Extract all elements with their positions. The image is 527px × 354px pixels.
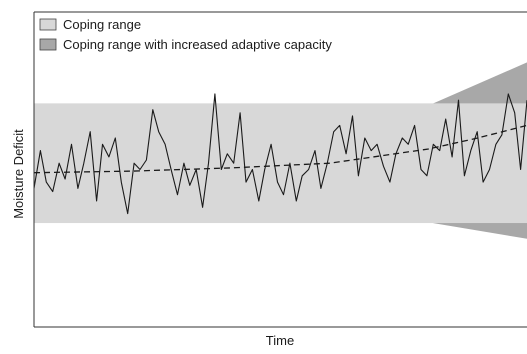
legend: Coping range Coping range with increased… (39, 17, 332, 52)
legend-swatch-increased-capacity (39, 38, 57, 51)
legend-swatch-coping-range (39, 18, 57, 31)
legend-label-increased-capacity: Coping range with increased adaptive cap… (63, 37, 332, 52)
moisture-deficit-line (33, 93, 527, 215)
trend-line (33, 124, 527, 174)
x-axis-label: Time (266, 333, 294, 348)
legend-label-coping-range: Coping range (63, 17, 141, 32)
y-axis-label: Moisture Deficit (11, 129, 26, 219)
coping-range-band (34, 103, 527, 224)
plot-area (33, 11, 527, 328)
